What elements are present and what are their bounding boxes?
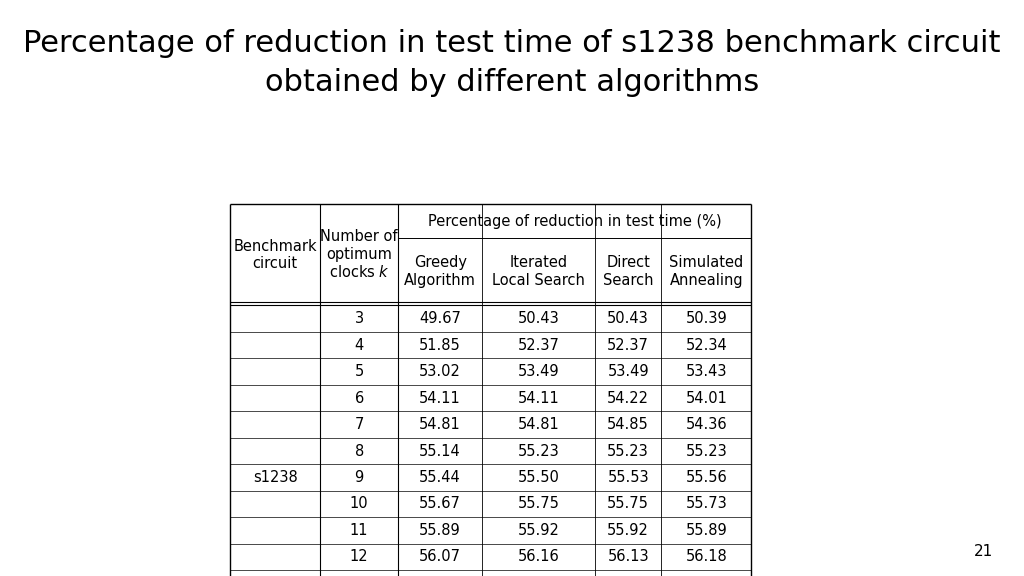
- Text: 54.01: 54.01: [685, 391, 727, 406]
- Text: 55.73: 55.73: [685, 497, 727, 511]
- Text: Benchmark
circuit: Benchmark circuit: [233, 238, 317, 271]
- Text: 54.11: 54.11: [517, 391, 559, 406]
- Text: 49.67: 49.67: [419, 311, 461, 326]
- Text: 56.16: 56.16: [517, 550, 559, 564]
- Text: 9: 9: [354, 470, 364, 485]
- Text: 54.22: 54.22: [607, 391, 649, 406]
- Text: 10: 10: [350, 497, 369, 511]
- Text: Number of
optimum
clocks $k$: Number of optimum clocks $k$: [321, 229, 398, 281]
- Text: 3: 3: [354, 311, 364, 326]
- Text: 55.92: 55.92: [517, 523, 559, 538]
- Text: 55.92: 55.92: [607, 523, 649, 538]
- Text: s1238: s1238: [253, 470, 298, 485]
- Text: Greedy
Algorithm: Greedy Algorithm: [404, 256, 476, 288]
- Text: 12: 12: [350, 550, 369, 564]
- Text: 55.23: 55.23: [517, 444, 559, 458]
- Text: 54.11: 54.11: [419, 391, 461, 406]
- Text: 55.14: 55.14: [419, 444, 461, 458]
- Text: Iterated
Local Search: Iterated Local Search: [493, 256, 585, 288]
- Text: Percentage of reduction in test time (%): Percentage of reduction in test time (%): [428, 214, 722, 229]
- Text: 55.23: 55.23: [685, 444, 727, 458]
- Text: 55.75: 55.75: [607, 497, 649, 511]
- Text: 55.89: 55.89: [419, 523, 461, 538]
- Text: Simulated
Annealing: Simulated Annealing: [669, 256, 743, 288]
- Text: 56.18: 56.18: [685, 550, 727, 564]
- Text: 7: 7: [354, 417, 364, 432]
- Text: Percentage of reduction in test time of s1238 benchmark circuit
obtained by diff: Percentage of reduction in test time of …: [24, 29, 1000, 97]
- Text: Direct
Search: Direct Search: [603, 256, 653, 288]
- Text: 56.07: 56.07: [419, 550, 461, 564]
- Text: 54.36: 54.36: [685, 417, 727, 432]
- Text: 55.44: 55.44: [419, 470, 461, 485]
- Text: 56.13: 56.13: [607, 550, 649, 564]
- Text: 55.75: 55.75: [517, 497, 559, 511]
- Text: 50.43: 50.43: [607, 311, 649, 326]
- Text: 52.34: 52.34: [685, 338, 727, 353]
- Text: 54.81: 54.81: [419, 417, 461, 432]
- Text: 50.39: 50.39: [685, 311, 727, 326]
- Text: 55.53: 55.53: [607, 470, 649, 485]
- Text: 52.37: 52.37: [517, 338, 559, 353]
- Text: 55.56: 55.56: [685, 470, 727, 485]
- Text: 53.02: 53.02: [419, 364, 461, 379]
- Text: 55.23: 55.23: [607, 444, 649, 458]
- Text: 6: 6: [354, 391, 364, 406]
- Text: 11: 11: [350, 523, 369, 538]
- Text: 55.50: 55.50: [517, 470, 559, 485]
- Text: 55.67: 55.67: [419, 497, 461, 511]
- Text: 51.85: 51.85: [419, 338, 461, 353]
- Text: 50.43: 50.43: [517, 311, 559, 326]
- Text: 52.37: 52.37: [607, 338, 649, 353]
- Text: 55.89: 55.89: [685, 523, 727, 538]
- Text: 5: 5: [354, 364, 364, 379]
- Text: 54.81: 54.81: [517, 417, 559, 432]
- Text: 21: 21: [974, 544, 993, 559]
- Text: 8: 8: [354, 444, 364, 458]
- Text: 53.49: 53.49: [607, 364, 649, 379]
- Text: 54.85: 54.85: [607, 417, 649, 432]
- Text: 4: 4: [354, 338, 364, 353]
- Text: 53.49: 53.49: [518, 364, 559, 379]
- Text: 53.43: 53.43: [685, 364, 727, 379]
